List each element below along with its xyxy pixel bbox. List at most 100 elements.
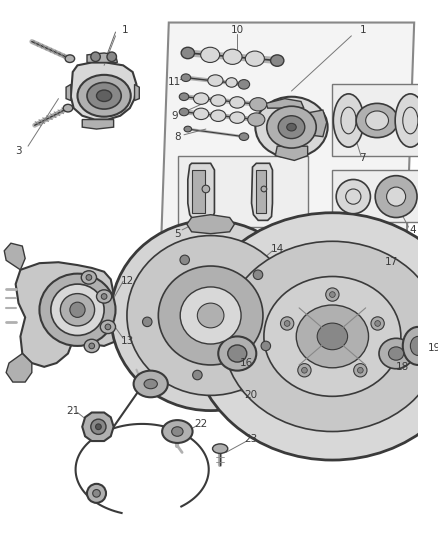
Ellipse shape [127,236,294,395]
Circle shape [95,424,101,430]
Ellipse shape [70,302,85,317]
Text: 22: 22 [194,419,208,429]
Circle shape [280,317,294,330]
Ellipse shape [366,111,389,130]
Circle shape [298,364,311,377]
Ellipse shape [162,420,193,443]
Ellipse shape [317,323,348,350]
Ellipse shape [255,96,328,158]
Polygon shape [71,62,137,119]
Text: 17: 17 [385,257,398,267]
Text: 10: 10 [231,25,244,35]
Polygon shape [4,243,25,270]
Ellipse shape [230,96,245,108]
Text: 18: 18 [396,362,410,372]
Text: 23: 23 [244,434,257,444]
Ellipse shape [201,47,220,62]
Ellipse shape [181,47,194,59]
Ellipse shape [51,284,104,335]
Ellipse shape [184,126,191,132]
Text: 21: 21 [66,406,79,416]
Text: 5: 5 [174,229,180,239]
Text: 12: 12 [120,276,134,286]
Ellipse shape [226,78,237,87]
Ellipse shape [194,93,209,104]
Ellipse shape [375,176,417,217]
Circle shape [91,419,106,434]
Text: 1: 1 [122,25,128,35]
Ellipse shape [223,241,438,432]
Ellipse shape [81,271,96,284]
Ellipse shape [212,444,228,454]
Text: 9: 9 [171,111,178,121]
Ellipse shape [389,347,404,360]
Polygon shape [251,163,272,220]
Ellipse shape [134,370,168,397]
Circle shape [193,370,202,380]
Polygon shape [16,262,120,367]
Ellipse shape [271,55,284,66]
Text: 13: 13 [120,336,134,346]
Text: 1: 1 [360,25,366,35]
Ellipse shape [218,336,256,370]
Ellipse shape [78,75,131,117]
Ellipse shape [101,294,107,300]
Text: 19: 19 [427,343,438,353]
Text: 3: 3 [15,146,22,156]
Ellipse shape [172,427,183,437]
Ellipse shape [65,55,74,62]
Circle shape [107,52,117,61]
Circle shape [302,367,307,373]
Text: 8: 8 [174,132,180,142]
Text: 20: 20 [244,390,257,400]
Ellipse shape [84,340,99,352]
Ellipse shape [264,277,401,397]
Polygon shape [6,353,32,382]
Circle shape [371,317,384,330]
Ellipse shape [39,273,116,346]
Circle shape [284,321,290,326]
Circle shape [353,364,367,377]
Polygon shape [256,170,266,213]
Polygon shape [178,156,307,227]
Polygon shape [82,413,113,441]
Text: 16: 16 [240,358,254,368]
Polygon shape [266,99,304,108]
Bar [332,170,420,222]
Circle shape [375,321,381,326]
Ellipse shape [191,213,438,460]
Ellipse shape [245,51,265,66]
Polygon shape [82,119,113,129]
Polygon shape [276,146,307,160]
Circle shape [87,484,106,503]
Ellipse shape [89,343,95,349]
Ellipse shape [410,336,426,356]
Polygon shape [66,84,71,101]
Ellipse shape [96,90,112,101]
Circle shape [261,341,271,351]
Text: 7: 7 [360,152,366,163]
Polygon shape [87,53,117,62]
Ellipse shape [179,93,189,101]
Circle shape [180,255,190,264]
Ellipse shape [100,320,116,334]
Ellipse shape [96,290,112,303]
Ellipse shape [228,345,247,362]
Polygon shape [307,110,327,136]
Polygon shape [134,84,139,101]
Ellipse shape [179,108,189,116]
Polygon shape [191,170,205,213]
Ellipse shape [395,94,426,147]
Ellipse shape [105,324,111,330]
Circle shape [202,185,210,193]
Text: 4: 4 [409,225,416,235]
Polygon shape [188,163,215,220]
Circle shape [326,288,339,301]
Ellipse shape [158,266,263,365]
Ellipse shape [267,106,316,148]
Ellipse shape [211,95,226,106]
Ellipse shape [60,294,95,326]
Ellipse shape [198,303,224,328]
Ellipse shape [194,108,209,119]
Ellipse shape [111,220,311,410]
